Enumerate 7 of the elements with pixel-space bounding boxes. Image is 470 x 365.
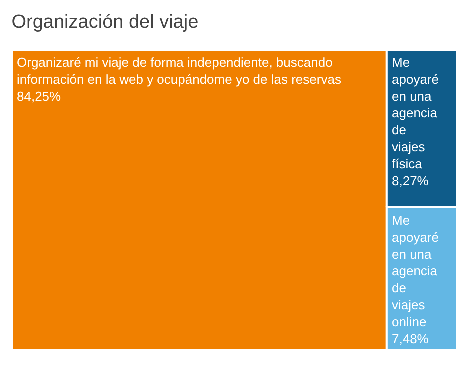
data-label: 7,48% [392,331,430,346]
category-label: Organizaré mi viaje de forma independiente, buscando información en la web y ocupándome yo de las reservas [17,55,342,87]
category-label: Me apoyaré en una agencia de viajes física [392,55,439,172]
data-label: 84,25% [17,88,62,104]
text: Organización del viaje [12,12,199,33]
data-label: 8,27% [392,173,430,188]
category-label: Me apoyaré en una agencia de viajes online [392,213,439,330]
